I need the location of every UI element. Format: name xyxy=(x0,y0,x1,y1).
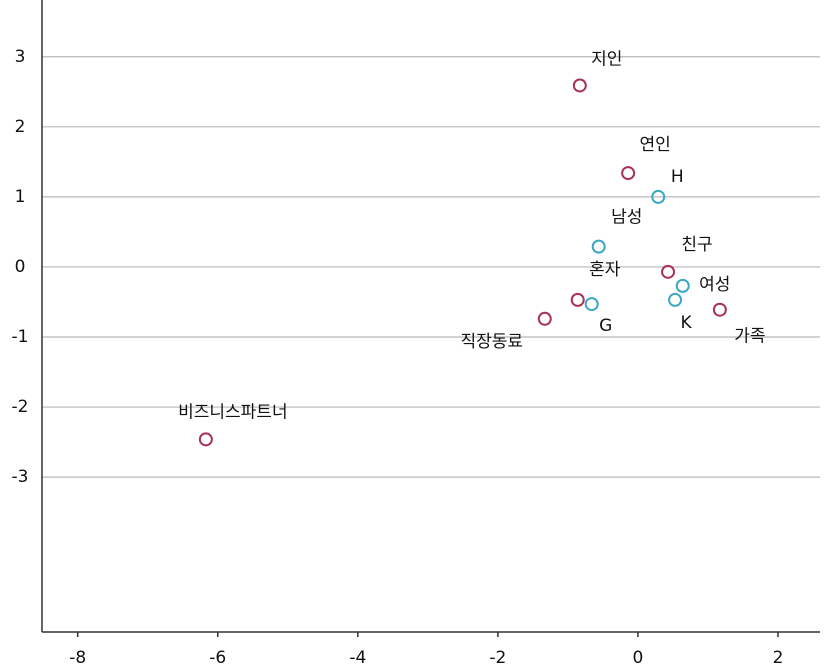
y-tick-label: 2 xyxy=(15,117,26,137)
x-tick-label: -6 xyxy=(209,648,226,668)
point xyxy=(668,292,683,307)
point xyxy=(570,292,585,307)
y-tick-label: 0 xyxy=(15,257,26,277)
x-tick-label: 0 xyxy=(633,648,644,668)
point-label: 혼자 xyxy=(589,260,621,280)
y-tick-label: -1 xyxy=(12,327,29,347)
y-tick-label: -3 xyxy=(12,467,29,487)
point-label: 친구 xyxy=(681,235,712,255)
x-tick-label: -8 xyxy=(69,648,86,668)
point-label: K xyxy=(680,313,692,333)
point-label: G xyxy=(599,316,612,336)
point-label: 가족 xyxy=(734,327,765,347)
x-tick-label: -4 xyxy=(349,648,366,668)
x-tick-label: -2 xyxy=(489,648,506,668)
point xyxy=(584,297,599,312)
point-label: 여성 xyxy=(699,275,730,295)
x-tick-label: 2 xyxy=(773,648,784,668)
point-label: 지인 xyxy=(591,49,622,69)
point xyxy=(572,78,587,93)
point xyxy=(591,239,606,254)
point xyxy=(651,189,666,204)
point xyxy=(198,432,213,447)
point xyxy=(675,278,690,293)
point xyxy=(537,311,552,326)
y-tick-label: 1 xyxy=(15,187,26,207)
point-label: 남성 xyxy=(611,208,642,228)
y-tick-label: 3 xyxy=(15,47,26,67)
point xyxy=(712,302,727,317)
point-label: 직장동료 xyxy=(461,332,524,352)
point-label: 연인 xyxy=(639,135,670,155)
y-tick-label: -2 xyxy=(12,397,29,417)
point xyxy=(621,166,636,181)
point-label: H xyxy=(671,167,684,187)
point-label: 비즈니스파트너 xyxy=(178,402,287,422)
point xyxy=(661,264,676,279)
